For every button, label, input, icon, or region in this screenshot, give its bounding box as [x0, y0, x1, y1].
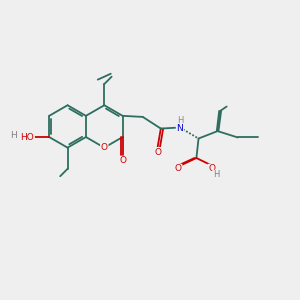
Text: O: O [101, 143, 108, 152]
Polygon shape [217, 111, 221, 131]
Text: O: O [208, 164, 215, 173]
Text: O: O [119, 156, 126, 165]
Text: H: H [177, 116, 183, 124]
Text: H: H [11, 131, 17, 140]
Text: HO: HO [20, 133, 34, 142]
Text: N: N [176, 124, 183, 134]
Text: H: H [213, 170, 219, 179]
Text: O: O [154, 148, 161, 157]
Text: O: O [175, 164, 182, 173]
